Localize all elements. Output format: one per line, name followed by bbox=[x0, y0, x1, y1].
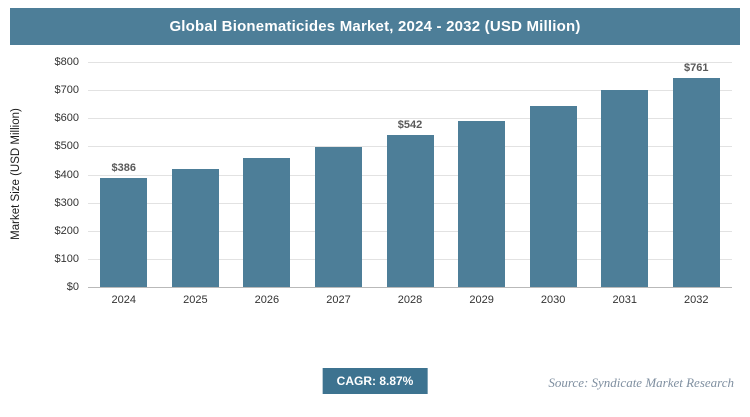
gridline bbox=[88, 90, 732, 92]
y-tick-label: $400 bbox=[54, 168, 79, 181]
bar-column-2026 bbox=[231, 62, 303, 287]
bar-column-2025 bbox=[160, 62, 232, 287]
bars-container: $386 $542 $761 bbox=[88, 62, 732, 287]
chart-section: Market Size (USD Million) $0 $100 $200 $300… bbox=[0, 56, 750, 322]
x-tick-label: 2028 bbox=[397, 294, 423, 306]
plot-area: $0 $100 $200 $300 $400 $500 $600 $700 $800 $386 $5… bbox=[55, 56, 732, 293]
y-tick-label: $800 bbox=[54, 56, 79, 68]
bar-column-2029 bbox=[446, 62, 518, 287]
x-tick-label: 2032 bbox=[684, 294, 709, 306]
bar-2025 bbox=[171, 168, 219, 287]
x-tick-label: 2030 bbox=[540, 294, 566, 306]
x-tick-label: 2029 bbox=[469, 294, 494, 306]
x-tick-label: 2031 bbox=[612, 294, 637, 306]
x-tick-label: 2025 bbox=[183, 294, 208, 306]
y-tick-label: $200 bbox=[54, 224, 79, 237]
bar-value-label: $386 bbox=[111, 162, 137, 175]
x-axis-line bbox=[88, 287, 732, 288]
y-tick-label: $100 bbox=[54, 252, 79, 265]
bar-column-2032: $761 bbox=[661, 62, 733, 287]
gridline bbox=[88, 118, 732, 120]
bar-column-2031 bbox=[589, 62, 661, 287]
bar-column-2027 bbox=[303, 62, 375, 287]
x-tick-label: 2024 bbox=[111, 294, 137, 306]
bar-2024 bbox=[100, 178, 148, 287]
bar-column-2028: $542 bbox=[374, 62, 446, 287]
source-attribution: Source: Syndicate Market Research bbox=[548, 375, 734, 390]
bar-2030 bbox=[529, 106, 577, 287]
bar-value-label: $761 bbox=[684, 62, 709, 74]
x-axis-labels: 2024 2025 2026 2027 2028 2029 2030 2031 2032 bbox=[88, 294, 732, 306]
bar-2028 bbox=[386, 134, 434, 287]
gridline bbox=[88, 62, 732, 63]
y-tick-label: $600 bbox=[54, 112, 79, 125]
y-tick-label: $0 bbox=[66, 281, 79, 293]
bar-2027 bbox=[314, 146, 362, 287]
bar-2032 bbox=[672, 78, 720, 287]
x-tick-label: 2027 bbox=[326, 294, 351, 306]
bar-value-label: $542 bbox=[397, 118, 423, 131]
bar-2031 bbox=[601, 90, 649, 287]
y-tick-label: $300 bbox=[54, 196, 79, 209]
y-axis-title: Market Size (USD Million) bbox=[10, 108, 22, 240]
chart-footer: CAGR: 8.87% Source: Syndicate Market Res… bbox=[0, 368, 750, 398]
chart-title-banner: Global Bionematicides Market, 2024 - 203… bbox=[10, 8, 740, 45]
y-tick-label: $500 bbox=[54, 140, 79, 153]
cagr-badge: CAGR: 8.87% bbox=[322, 368, 428, 394]
bar-2026 bbox=[243, 158, 291, 287]
bar-column-2024: $386 bbox=[88, 62, 160, 287]
y-tick-label: $700 bbox=[54, 84, 79, 97]
chart-title: Global Bionematicides Market, 2024 - 203… bbox=[169, 18, 581, 35]
bar-column-2030 bbox=[517, 62, 589, 287]
bar-2029 bbox=[458, 121, 506, 287]
x-tick-label: 2026 bbox=[254, 294, 280, 306]
